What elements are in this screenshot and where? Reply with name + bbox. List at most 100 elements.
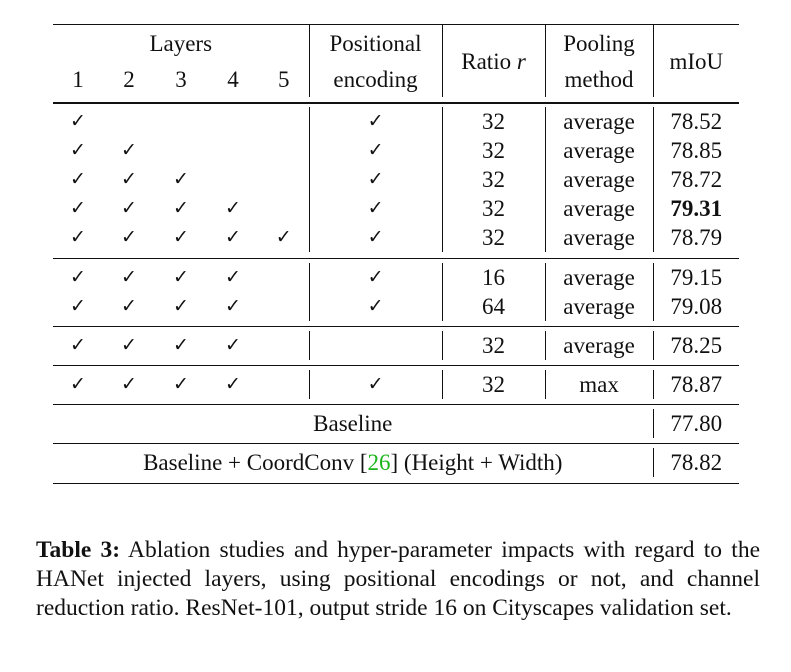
ratio-cell: 64 <box>442 292 546 321</box>
miou-cell: 79.31 <box>670 196 723 221</box>
rule-spacer <box>53 360 740 366</box>
check-mark: ✓ <box>121 334 137 356</box>
check-mark: ✓ <box>309 292 443 321</box>
layer-check-cell <box>259 370 310 399</box>
ratio-cell: 32 <box>442 370 546 399</box>
table-grid: Layers Positional Ratio r Pooling mIoU 1… <box>53 25 740 484</box>
table-row: ✓ ✓ ✓ ✓ ✓ 64 average 79.08 <box>53 292 739 321</box>
check-mark: ✓ <box>225 334 241 356</box>
coordconv-label-after: ] (Height + Width) <box>390 450 563 475</box>
check-mark: ✓ <box>121 226 137 248</box>
pooling-header-line2: method <box>545 61 654 97</box>
check-mark: ✓ <box>70 295 86 317</box>
pooling-cell: average <box>545 292 654 321</box>
check-mark: ✓ <box>173 295 189 317</box>
miou-cell: 79.15 <box>670 265 723 290</box>
layer-number-header: 4 <box>227 66 239 92</box>
miou-cell: 78.72 <box>670 167 723 192</box>
check-mark: ✓ <box>173 334 189 356</box>
ablation-table: Layers Positional Ratio r Pooling mIoU 1… <box>53 24 740 484</box>
baseline-row: Baseline 77.80 <box>53 409 739 438</box>
layer-check-cell <box>259 331 310 360</box>
check-mark: ✓ <box>121 295 137 317</box>
ratio-header-label: Ratio <box>461 48 512 74</box>
caption-label: Table 3: <box>36 537 121 563</box>
layer-number-header: 1 <box>72 66 84 92</box>
rule-spacer <box>53 399 740 405</box>
layer-check-cell <box>259 194 310 223</box>
layer-check-cell <box>259 263 310 292</box>
table-row: ✓ ✓ ✓ ✓ 32 average 78.25 <box>53 331 739 360</box>
miou-cell: 78.82 <box>670 450 723 475</box>
pooling-cell: average <box>545 107 654 136</box>
ratio-cell: 32 <box>442 165 546 194</box>
check-mark: ✓ <box>225 266 241 288</box>
pooling-cell: average <box>545 223 654 252</box>
rule-gap <box>53 102 740 104</box>
miou-cell: 78.87 <box>670 372 723 397</box>
check-mark: ✓ <box>70 334 86 356</box>
table-row: ✓ ✓ ✓ ✓ ✓ 16 average 79.15 <box>53 263 739 292</box>
ratio-cell: 32 <box>442 223 546 252</box>
check-mark: ✓ <box>309 263 443 292</box>
check-mark: ✓ <box>173 226 189 248</box>
layer-check-cell <box>259 107 310 136</box>
layer-check-cell <box>207 107 259 136</box>
layer-check-cell <box>207 136 259 165</box>
check-mark: ✓ <box>121 139 137 161</box>
check-mark: ✓ <box>309 165 443 194</box>
ratio-cell: 16 <box>442 263 546 292</box>
rule-spacer <box>53 438 740 444</box>
ratio-cell: 32 <box>442 331 546 360</box>
rule-spacer <box>53 252 740 259</box>
rule-gap <box>53 477 740 484</box>
table-row: ✓ ✓ 32 average 78.52 <box>53 107 739 136</box>
table-row: ✓ ✓ ✓ ✓ ✓ ✓ 32 average 78.79 <box>53 223 739 252</box>
check-mark: ✓ <box>309 194 443 223</box>
rule-gap <box>53 252 740 259</box>
layer-check-cell <box>103 107 155 136</box>
check-mark: ✓ <box>309 370 443 399</box>
check-mark: ✓ <box>309 136 443 165</box>
coordconv-label: Baseline + CoordConv [26] (Height + Widt… <box>53 448 654 477</box>
check-mark: ✓ <box>70 197 86 219</box>
positional-header-line1: Positional <box>309 25 443 61</box>
check-mark: ✓ <box>121 197 137 219</box>
check-mark: ✓ <box>225 295 241 317</box>
pooling-cell: average <box>545 136 654 165</box>
table-bottom-rule <box>53 477 740 484</box>
header-row-1: Layers Positional Ratio r Pooling mIoU <box>53 25 739 97</box>
positional-header-line2: encoding <box>309 61 443 97</box>
miou-header: mIoU <box>669 48 724 74</box>
check-mark: ✓ <box>173 168 189 190</box>
rule-gap <box>53 97 740 103</box>
pooling-cell: average <box>545 165 654 194</box>
coordconv-row: Baseline + CoordConv [26] (Height + Widt… <box>53 448 739 477</box>
pooling-cell: average <box>545 263 654 292</box>
rule-spacer <box>53 97 740 103</box>
check-mark: ✓ <box>70 226 86 248</box>
layer-check-cell <box>259 292 310 321</box>
layer-check-cell <box>155 107 207 136</box>
table-body: Layers Positional Ratio r Pooling mIoU 1… <box>53 25 740 484</box>
rule-gap <box>53 321 740 327</box>
rule-spacer <box>53 321 740 327</box>
pooling-cell: average <box>545 331 654 360</box>
table-row: ✓ ✓ ✓ 32 average 78.85 <box>53 136 739 165</box>
citation-link[interactable]: 26 <box>367 450 391 475</box>
header-double-rule <box>53 102 740 104</box>
check-mark: ✓ <box>173 197 189 219</box>
ratio-header: Ratio r <box>442 25 546 97</box>
layers-header: Layers <box>53 25 310 61</box>
ratio-header-var: r <box>516 48 526 74</box>
ratio-cell: 32 <box>442 194 546 223</box>
miou-cell: 78.25 <box>670 333 723 358</box>
layer-number-header: 2 <box>123 66 135 92</box>
table-row: ✓ ✓ ✓ ✓ ✓ 32 average 79.31 <box>53 194 739 223</box>
layer-number-header: 3 <box>175 66 187 92</box>
check-mark: ✓ <box>225 226 241 248</box>
check-mark: ✓ <box>121 266 137 288</box>
check-mark: ✓ <box>173 373 189 395</box>
check-mark: ✓ <box>259 223 310 252</box>
check-mark: ✓ <box>309 107 443 136</box>
